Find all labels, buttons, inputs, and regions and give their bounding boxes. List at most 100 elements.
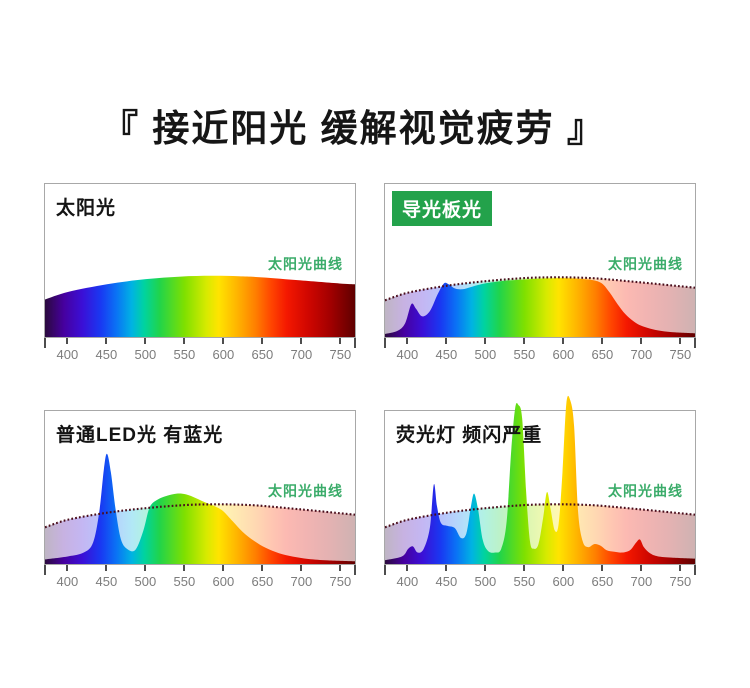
axis-tick-label: 550 bbox=[513, 347, 536, 362]
chart-panel: 导光板光 太阳光曲线 bbox=[384, 183, 696, 338]
axis-tick-label: 600 bbox=[552, 574, 575, 589]
chart-panel: 普通LED光 有蓝光 太阳光曲线 bbox=[44, 410, 356, 565]
axis-tick bbox=[679, 338, 682, 344]
x-axis: 400 450 500 550 600 650 700 750 bbox=[383, 565, 697, 601]
axis-tick bbox=[484, 338, 487, 344]
axis-tick bbox=[523, 565, 526, 571]
main-title: 『 接近阳光 缓解视觉疲劳 』 bbox=[101, 108, 606, 149]
axis-tick bbox=[339, 338, 342, 344]
axis-tick-label: 750 bbox=[669, 347, 692, 362]
chart-title: 太阳光 bbox=[56, 198, 117, 219]
axis-tick bbox=[183, 338, 186, 344]
axis-tick-label: 400 bbox=[56, 574, 79, 589]
axis-tick bbox=[43, 565, 46, 575]
sunlight-reference-dotted-line bbox=[44, 503, 356, 529]
spectrum-plot bbox=[384, 276, 696, 337]
axis-tick-label: 550 bbox=[173, 347, 196, 362]
axis-tick bbox=[144, 338, 147, 344]
axis-tick-label: 650 bbox=[591, 347, 614, 362]
sunlight-curve-label: 太阳光曲线 bbox=[608, 256, 683, 272]
axis-tick-label: 400 bbox=[396, 347, 419, 362]
axis-tick bbox=[640, 565, 643, 571]
axis-tick bbox=[523, 338, 526, 344]
axis-tick bbox=[144, 565, 147, 571]
axis-tick-label: 550 bbox=[513, 574, 536, 589]
sunlight-curve-label: 太阳光曲线 bbox=[608, 483, 683, 499]
axis-tick bbox=[694, 565, 697, 575]
axis-tick-label: 650 bbox=[251, 347, 274, 362]
axis-tick-label: 550 bbox=[173, 574, 196, 589]
axis-tick-label: 450 bbox=[95, 574, 118, 589]
axis-tick-label: 650 bbox=[251, 574, 274, 589]
axis-tick bbox=[105, 338, 108, 344]
axis-tick-label: 750 bbox=[329, 347, 352, 362]
axis-tick bbox=[261, 338, 264, 344]
spectrum-area bbox=[385, 278, 695, 337]
axis-tick bbox=[261, 565, 264, 571]
axis-tick-label: 750 bbox=[329, 574, 352, 589]
chart-fluorescent: 荧光灯 频闪严重 太阳光曲线 400 450 500 550 600 650 700 750 bbox=[383, 395, 697, 601]
sunlight-reference-dotted-line bbox=[384, 503, 696, 529]
axis-tick-label: 450 bbox=[435, 574, 458, 589]
axis-tick bbox=[222, 338, 225, 344]
sunlight-reference-dotted-line bbox=[384, 276, 696, 302]
axis-tick bbox=[383, 565, 386, 575]
chart-title: 导光板光 bbox=[392, 191, 493, 226]
axis-tick bbox=[484, 565, 487, 571]
axis-tick-label: 600 bbox=[212, 347, 235, 362]
axis-tick bbox=[354, 565, 357, 575]
spectrum-area bbox=[45, 453, 355, 564]
axis-tick-label: 600 bbox=[212, 574, 235, 589]
chart-title: 普通LED光 有蓝光 bbox=[56, 425, 224, 446]
axis-tick bbox=[562, 565, 565, 571]
axis-tick bbox=[43, 338, 46, 348]
axis-tick-label: 700 bbox=[630, 574, 653, 589]
axis-tick bbox=[300, 565, 303, 571]
axis-tick bbox=[66, 565, 69, 571]
axis-tick bbox=[383, 338, 386, 348]
axis-tick bbox=[222, 565, 225, 571]
sunlight-curve-label: 太阳光曲线 bbox=[268, 483, 343, 499]
axis-tick-label: 700 bbox=[290, 347, 313, 362]
axis-tick-label: 700 bbox=[290, 574, 313, 589]
axis-tick-label: 500 bbox=[134, 347, 157, 362]
chart-title: 荧光灯 频闪严重 bbox=[396, 425, 543, 446]
axis-tick-label: 400 bbox=[56, 347, 79, 362]
chart-panel: 太阳光 太阳光曲线 bbox=[44, 183, 356, 338]
chart-light-guide-plate: 导光板光 太阳光曲线 400 450 500 550 600 650 700 750 bbox=[383, 183, 697, 374]
axis-tick bbox=[105, 565, 108, 571]
spectrum-area bbox=[45, 275, 355, 337]
sunlight-curve-label: 太阳光曲线 bbox=[268, 256, 343, 272]
x-axis: 400 450 500 550 600 650 700 750 bbox=[383, 338, 697, 374]
axis-tick-label: 650 bbox=[591, 574, 614, 589]
axis-tick bbox=[601, 565, 604, 571]
axis-tick bbox=[339, 565, 342, 571]
axis-tick bbox=[354, 338, 357, 348]
axis-tick bbox=[300, 338, 303, 344]
axis-tick bbox=[694, 338, 697, 348]
chart-ordinary-led: 普通LED光 有蓝光 太阳光曲线 400 450 500 550 600 650 700 75… bbox=[43, 410, 357, 601]
axis-tick-label: 500 bbox=[474, 574, 497, 589]
chart-sunlight: 太阳光 太阳光曲线 400 450 500 550 600 650 700 750 bbox=[43, 183, 357, 374]
x-axis: 400 450 500 550 600 650 700 750 bbox=[43, 338, 357, 374]
axis-tick bbox=[183, 565, 186, 571]
axis-tick bbox=[640, 338, 643, 344]
axis-tick bbox=[445, 338, 448, 344]
axis-tick-label: 750 bbox=[669, 574, 692, 589]
axis-tick bbox=[445, 565, 448, 571]
axis-tick bbox=[406, 338, 409, 344]
axis-tick-label: 500 bbox=[474, 347, 497, 362]
axis-tick-label: 600 bbox=[552, 347, 575, 362]
axis-tick bbox=[66, 338, 69, 344]
axis-tick bbox=[562, 338, 565, 344]
axis-tick-label: 450 bbox=[435, 347, 458, 362]
axis-tick bbox=[679, 565, 682, 571]
spectrum-plot bbox=[44, 453, 356, 564]
axis-tick-label: 400 bbox=[396, 574, 419, 589]
axis-tick-label: 700 bbox=[630, 347, 653, 362]
axis-tick-label: 500 bbox=[134, 574, 157, 589]
axis-tick bbox=[601, 338, 604, 344]
spectrum-plot bbox=[45, 275, 355, 337]
x-axis: 400 450 500 550 600 650 700 750 bbox=[43, 565, 357, 601]
